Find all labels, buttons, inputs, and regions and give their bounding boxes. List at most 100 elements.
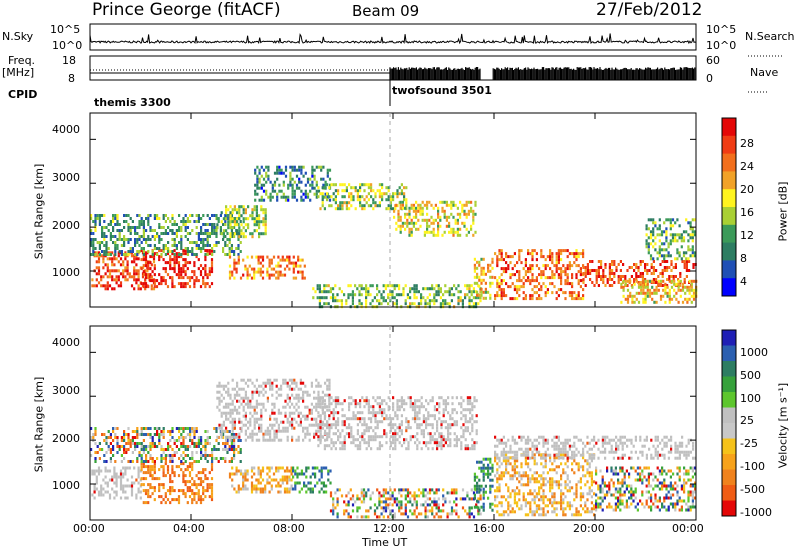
echo-cell: [471, 447, 474, 451]
echo-cell: [360, 293, 363, 297]
echo-cell: [178, 439, 181, 442]
echo-cell: [112, 439, 115, 442]
echo-cell: [403, 402, 406, 406]
echo-cell: [411, 408, 414, 412]
echo-cell: [397, 215, 400, 219]
echo-cell: [652, 230, 655, 234]
echo-cell: [164, 474, 167, 478]
echo-cell: [681, 285, 685, 289]
echo-cell: [151, 465, 154, 469]
echo-cell: [527, 270, 530, 274]
echo-cell: [315, 396, 318, 400]
echo-cell: [145, 217, 148, 220]
echo-cell: [307, 466, 310, 470]
echo-cell: [94, 427, 97, 430]
echo-cell: [560, 279, 563, 283]
echo-cell: [452, 215, 455, 219]
echo-cell: [149, 229, 152, 232]
echo-cell: [361, 207, 364, 211]
echo-cell: [180, 220, 183, 223]
echo-cell: [533, 285, 536, 289]
echo-cell: [156, 457, 159, 460]
echo-cell: [111, 475, 114, 479]
echo-cell: [677, 278, 680, 281]
echo-cell: [470, 224, 473, 228]
echo-cell: [437, 212, 440, 216]
echo-cell: [475, 420, 478, 424]
echo-cell: [404, 221, 407, 225]
echo-cell: [404, 302, 407, 306]
echo-cell: [354, 207, 357, 211]
echo-cell: [298, 481, 301, 485]
echo-cell: [597, 269, 600, 272]
echo-cell: [347, 503, 350, 507]
echo-cell: [641, 272, 644, 275]
echo-cell: [218, 408, 221, 412]
echo-cell: [253, 217, 256, 221]
echo-cell: [314, 466, 317, 470]
echo-cell: [171, 217, 174, 220]
echo-cell: [341, 402, 344, 406]
echo-cell: [158, 439, 161, 442]
echo-cell: [150, 275, 153, 279]
echo-cell: [222, 396, 225, 400]
echo-cell: [304, 435, 307, 439]
echo-cell: [169, 220, 172, 223]
echo-cell: [130, 481, 134, 485]
echo-cell: [283, 273, 287, 277]
echo-cell: [681, 300, 685, 304]
echo-cell: [208, 495, 211, 499]
echo-cell: [348, 192, 351, 196]
echo-cell: [491, 260, 494, 264]
echo-cell: [396, 432, 399, 436]
echo-cell: [257, 478, 260, 482]
echo-cell: [359, 405, 362, 409]
echo-cell: [502, 267, 505, 271]
echo-cell: [417, 218, 420, 222]
echo-cell: [582, 278, 585, 281]
echo-cell: [615, 269, 618, 272]
echo-cell: [236, 208, 239, 212]
echo-cell: [436, 426, 439, 430]
echo-cell: [291, 381, 294, 385]
echo-cell: [423, 203, 426, 207]
echo-cell: [321, 402, 324, 406]
echo-cell: [125, 214, 128, 217]
echo-cell: [292, 270, 295, 274]
echo-cell: [149, 214, 152, 217]
echo-cell: [200, 454, 203, 457]
echo-cell: [164, 454, 167, 457]
echo-cell: [244, 487, 247, 491]
echo-cell: [439, 290, 442, 294]
echo-cell: [323, 296, 326, 300]
echo-cell: [321, 198, 324, 202]
echo-cell: [242, 235, 245, 239]
echo-cell: [374, 192, 377, 196]
echo-cell: [264, 438, 267, 442]
echo-cell: [117, 275, 120, 279]
echo-cell: [341, 408, 344, 412]
echo-cell: [113, 287, 116, 291]
echo-cell: [644, 297, 647, 301]
echo-cell: [124, 269, 127, 273]
echo-cell: [376, 189, 379, 193]
echo-cell: [275, 484, 278, 488]
echo-cell: [147, 264, 150, 268]
echo-cell: [310, 384, 313, 388]
echo-cell: [91, 472, 94, 476]
echo-cell: [424, 302, 427, 306]
echo-cell: [230, 244, 233, 247]
echo-cell: [324, 183, 327, 187]
echo-cell: [455, 441, 458, 445]
echo-cell: [396, 192, 399, 196]
echo-cell: [655, 269, 658, 272]
echo-cell: [325, 490, 328, 494]
echo-cell: [204, 442, 207, 445]
echo-cell: [202, 445, 205, 448]
echo-cell: [277, 426, 280, 430]
echo-cell: [106, 284, 109, 288]
echo-cell: [97, 490, 101, 494]
echo-cell: [153, 468, 156, 472]
echo-cell: [277, 481, 280, 485]
echo-cell: [90, 214, 93, 217]
